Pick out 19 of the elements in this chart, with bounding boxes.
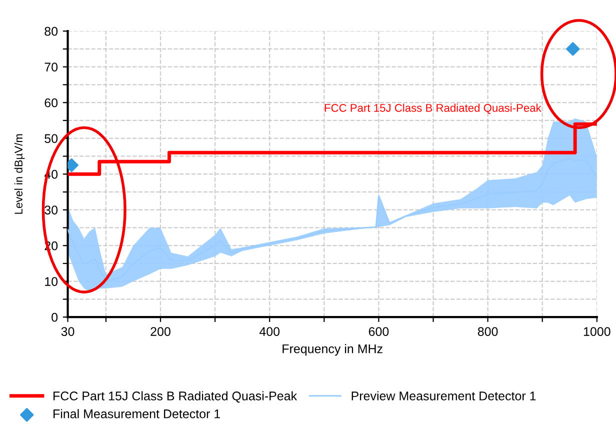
x-tick-label: 800 (478, 327, 498, 336)
y-tick-label: 0 (52, 312, 58, 322)
y-tick-label: 30 (44, 206, 58, 214)
y-axis-title: Level in dBµV/m (14, 134, 25, 214)
legend-label: Final Measurement Detector 1 (54, 409, 220, 418)
annotation: FCC Part 15J Class B Radiated Quasi-Peak (324, 104, 542, 114)
y-tick-label: 80 (44, 26, 58, 36)
y-tick-label: 70 (44, 62, 58, 72)
x-tick-label: 600 (368, 327, 389, 336)
legend-label: Preview Measurement Detector 1 (352, 391, 536, 400)
x-tick-label: 200 (150, 327, 170, 336)
x-tick-label: 400 (259, 327, 280, 336)
x-axis-title: Frequency in MHz (282, 344, 382, 356)
legend-label: FCC Part 15J Class B Radiated Quasi-Peak (54, 391, 298, 403)
y-tick-label: 60 (44, 98, 58, 108)
y-tick-label: 10 (45, 277, 58, 286)
y-tick-label: 50 (44, 134, 58, 143)
x-tick-label: 1000 (584, 327, 610, 336)
x-tick-label: 30 (61, 327, 74, 336)
